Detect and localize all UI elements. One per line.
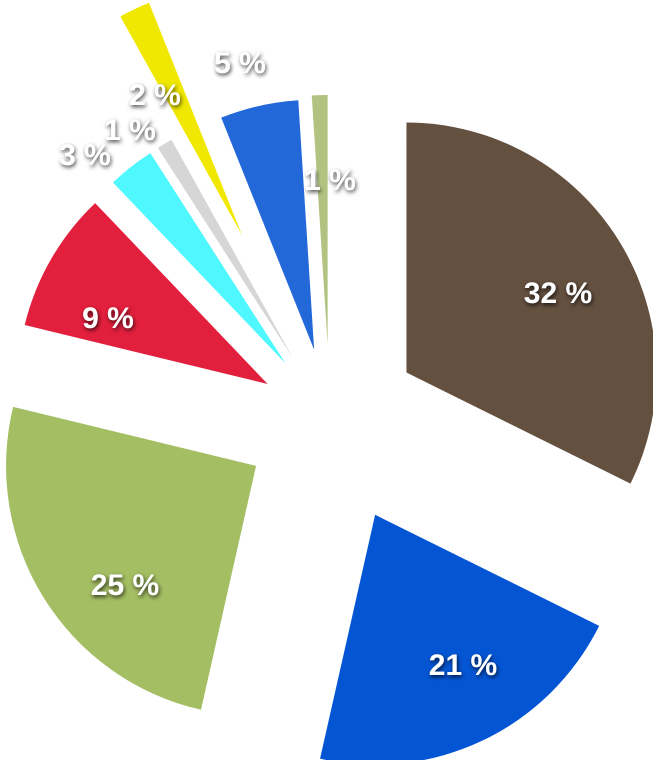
data-label: 9 % (82, 302, 134, 335)
pie-slice (24, 203, 268, 384)
data-label: 1 % (304, 164, 356, 197)
pie-slice (157, 139, 294, 359)
data-label: 1 % (104, 114, 156, 147)
data-label: 5 % (214, 47, 266, 80)
data-label: 3 % (59, 139, 111, 172)
pie-slice (311, 95, 328, 346)
pie-slice (406, 122, 653, 484)
data-label: 21 % (429, 649, 497, 682)
pie-slice (320, 514, 600, 760)
pie-slice (120, 2, 242, 235)
pie-slice (221, 100, 315, 350)
data-label: 25 % (91, 569, 159, 602)
data-label: 32 % (524, 277, 592, 310)
data-label: 2 % (129, 79, 181, 112)
pie-slice (6, 406, 257, 710)
pie-slice (112, 153, 286, 364)
